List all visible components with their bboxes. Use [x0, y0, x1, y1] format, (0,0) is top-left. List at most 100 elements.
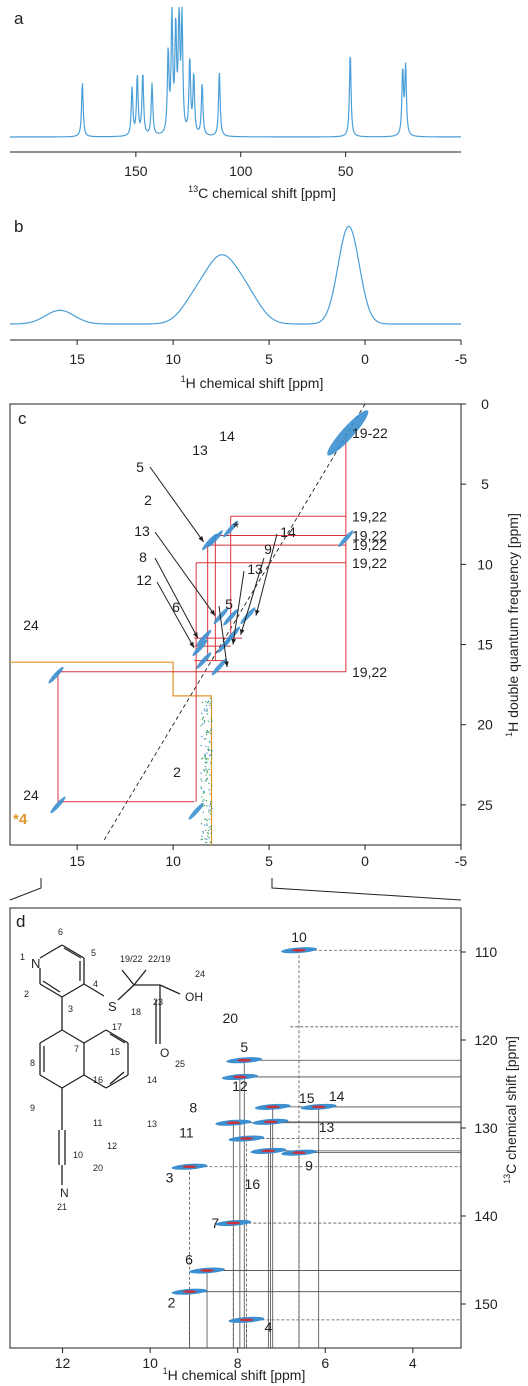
noise-dot — [209, 810, 211, 812]
noise-dot — [200, 839, 202, 841]
molecule-bonds — [39, 944, 181, 1185]
noise-dot — [208, 805, 211, 807]
panel-d-ticks: 12 10 8 6 4 110 120 130 140 150 — [55, 944, 498, 1371]
dq-peak — [223, 520, 239, 538]
hsqc-label: 12 — [232, 1078, 248, 1094]
noise-dot — [209, 803, 212, 805]
noise-dot — [205, 762, 207, 764]
label-arrow — [255, 533, 278, 616]
noise-dot — [200, 744, 202, 747]
dq-peak — [196, 629, 212, 647]
noise-dot — [210, 762, 212, 764]
noise-dot — [206, 805, 208, 807]
x-tick-label: 6 — [321, 1355, 329, 1371]
noise-dot — [210, 805, 213, 807]
y-tick-label: 130 — [474, 1120, 498, 1136]
hsqc-label: 14 — [329, 1088, 345, 1104]
noise-dot — [203, 754, 206, 756]
hsqc-label: 3 — [166, 1170, 174, 1186]
panel-letter-a: a — [14, 9, 24, 28]
noise-dot — [203, 722, 205, 724]
hsqc-peaks — [171, 947, 337, 1323]
noise-dot — [202, 716, 205, 718]
x-tick-label: 5 — [265, 853, 273, 869]
noise-dot — [207, 833, 209, 835]
atom-number: 25 — [175, 1059, 185, 1069]
bond — [83, 983, 105, 997]
auto-peak-region — [10, 661, 213, 845]
hsqc-label: 5 — [240, 1039, 248, 1055]
noise-dot — [204, 838, 206, 840]
panel-a-ticks: 150 100 50 — [124, 152, 354, 179]
noise-dot — [210, 707, 212, 709]
panel-c-frame — [9, 403, 462, 846]
noise-dot — [210, 733, 212, 735]
dq-peak — [240, 607, 256, 624]
noise-dot — [210, 842, 212, 844]
noise-dot — [211, 807, 213, 810]
region-outline — [10, 661, 213, 845]
label-arrow — [154, 531, 216, 616]
noise-dot — [210, 757, 213, 759]
atom-S: S — [108, 999, 117, 1014]
x-tick-label: -5 — [455, 853, 468, 869]
noise-dot — [204, 757, 206, 759]
hsqc-peak-core — [263, 1120, 278, 1124]
x-tick-label: 4 — [409, 1355, 417, 1371]
noise-dot — [205, 700, 207, 703]
dq-label: 2 — [173, 764, 181, 780]
noise-dot — [204, 756, 206, 758]
noise-dot — [208, 837, 210, 839]
atom-number: 7 — [74, 1044, 79, 1054]
noise-dot — [200, 787, 203, 790]
label-arrow — [232, 570, 245, 645]
dq-peak — [196, 652, 212, 669]
noise-dot — [209, 793, 211, 795]
panel-a: 150 100 50 13C chemical shift [ppm] — [10, 6, 461, 201]
noise-dot — [202, 792, 204, 794]
bond — [109, 1071, 125, 1085]
atom-number: 16 — [93, 1075, 103, 1085]
x-tick-label: 100 — [229, 163, 253, 179]
bond — [42, 980, 61, 993]
atom-number: 12 — [107, 1141, 117, 1151]
atom-number: 18 — [131, 1007, 141, 1017]
noise-dot — [209, 702, 211, 705]
noise-dot — [200, 725, 202, 727]
dq-label: 5 — [225, 596, 233, 612]
hsqc-label: 13 — [319, 1119, 335, 1135]
dq-peak — [192, 639, 208, 657]
dq-peak — [202, 533, 218, 551]
noise-dot — [201, 758, 203, 760]
hsqc-label: 11 — [179, 1125, 194, 1141]
noise-dot — [208, 811, 210, 813]
hsqc-label: 8 — [189, 1100, 197, 1116]
noise-dot — [206, 819, 208, 822]
noise-dot — [208, 818, 211, 820]
bond — [61, 1074, 85, 1089]
noise-dot — [204, 710, 206, 712]
noise-dot — [210, 721, 212, 723]
atom-number: 4 — [93, 979, 98, 989]
dq-peak — [327, 410, 369, 456]
noise-dot — [206, 769, 208, 772]
y-tick-label: 10 — [477, 556, 493, 572]
noise-dot — [207, 720, 210, 722]
panel-b-xlabel: 1H chemical shift [ppm] — [181, 374, 324, 391]
atom-N1: N — [31, 956, 40, 971]
label-arrow — [240, 557, 265, 636]
noise-dot — [205, 779, 208, 781]
noise-dot — [205, 829, 207, 831]
hsqc-label: 15 — [299, 1090, 315, 1106]
noise-dot — [210, 828, 212, 830]
noise-dot — [204, 765, 206, 768]
bond — [117, 984, 135, 1001]
noise-dot — [203, 770, 206, 772]
noise-dot — [206, 757, 208, 760]
noise-dot — [202, 811, 205, 813]
bond — [133, 969, 147, 986]
hsqc-peak-core — [239, 1318, 254, 1322]
noise-dot — [205, 738, 207, 740]
